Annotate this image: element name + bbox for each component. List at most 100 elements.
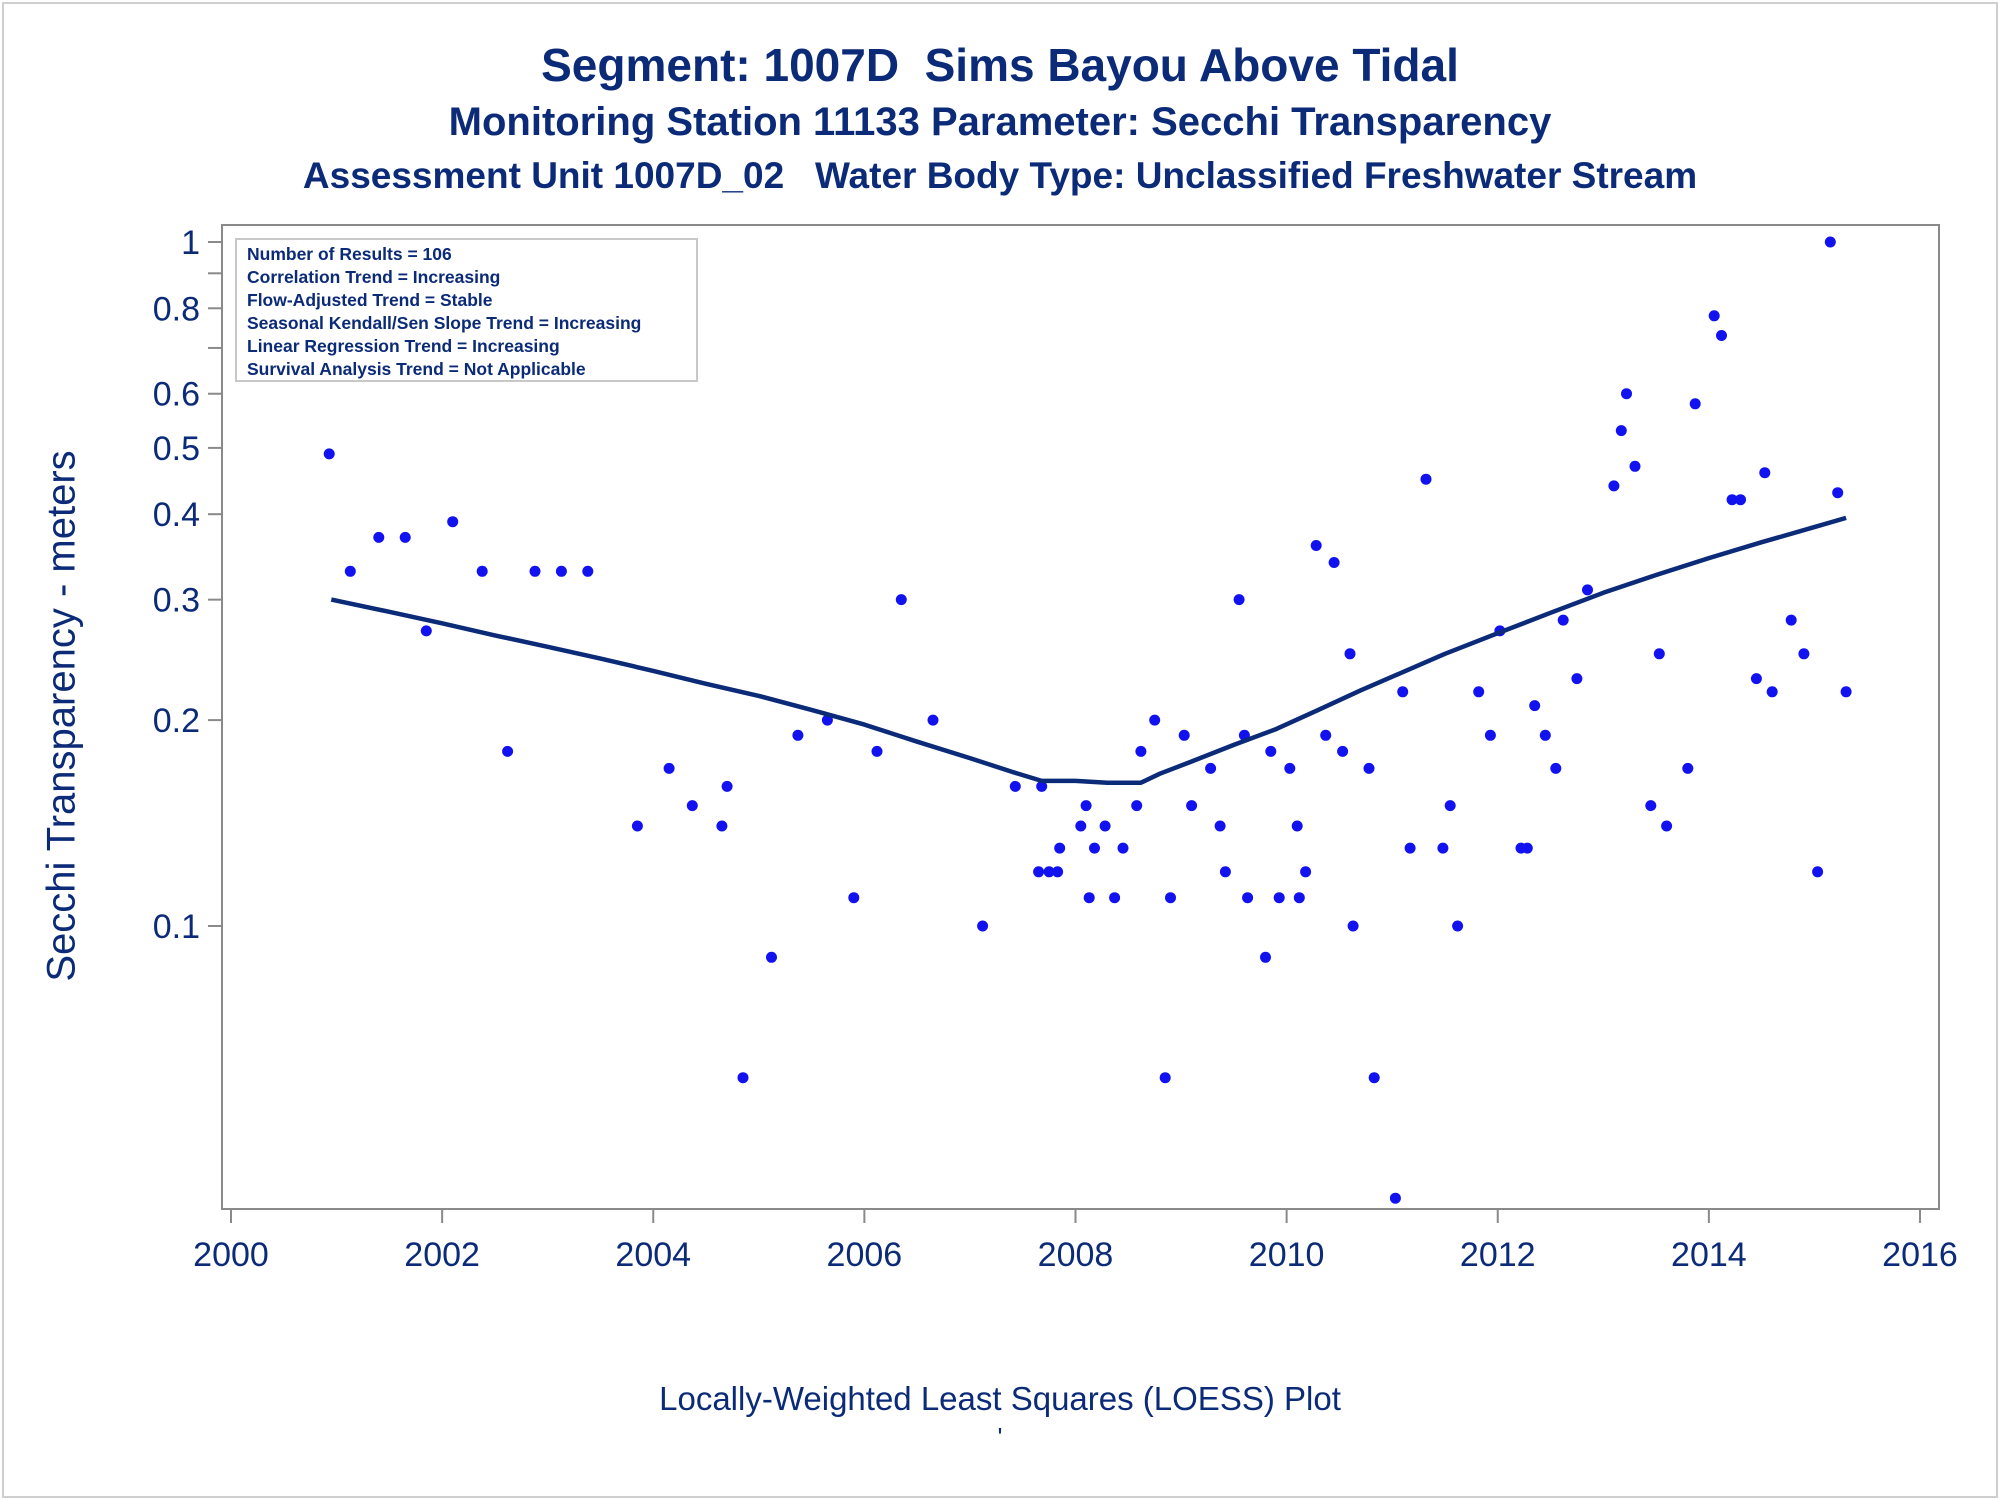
x-tick-label: 2014 [1671,1236,1747,1274]
chart-subtitle-station: Monitoring Station 11133 Parameter: Secc… [448,100,1552,144]
data-point [1036,780,1048,792]
data-point [766,951,777,963]
data-point [1368,1072,1380,1084]
data-point [323,448,335,460]
data-point [1052,866,1064,878]
y-tick-label: 0.6 [153,376,200,414]
loess-line [330,515,1847,785]
y-tick-label: 0.8 [153,290,200,328]
data-point [1812,866,1824,878]
data-point [502,745,514,757]
data-point [1708,310,1720,322]
data-point [721,780,733,792]
data-point [977,920,989,932]
data-point [476,565,488,577]
data-point [1437,842,1449,854]
data-point [1260,951,1271,963]
data-point [1273,892,1285,904]
stats-line: Flow-Adjusted Trend = Stable [247,290,493,310]
data-point [1310,540,1322,551]
data-point [1689,398,1701,410]
data-point [663,762,675,774]
x-tick-label: 2016 [1882,1236,1958,1274]
data-point [895,594,907,606]
x-tick-label: 2010 [1249,1236,1325,1274]
data-point [373,531,385,543]
data-point [1397,686,1409,698]
data-point [1645,800,1657,812]
data-point [1682,762,1694,774]
data-point [1661,820,1673,832]
loess-caption: Locally-Weighted Least Squares (LOESS) P… [659,1380,1341,1417]
data-point [1621,388,1632,400]
data-point [1233,594,1245,606]
data-point [1750,673,1762,685]
data-point [447,516,459,528]
data-point [1117,842,1129,854]
x-tick-label: 2004 [615,1236,691,1274]
data-point [1033,866,1045,878]
data-point [1291,820,1303,832]
data-point [1320,729,1332,741]
data-point [582,565,594,577]
chart-title: Segment: 1007D Sims Bayou Above Tidal [541,39,1459,91]
data-point [1452,920,1464,932]
data-point [848,892,860,904]
y-tick-label: 1 [181,224,200,262]
data-point [1653,648,1665,660]
stats-line: Correlation Trend = Increasing [247,267,500,287]
footer-mark: ' [997,1422,1003,1452]
data-point [1444,800,1456,812]
data-point [1293,892,1305,904]
x-tick-label: 2006 [827,1236,903,1274]
stats-line: Seasonal Kendall/Sen Slope Trend = Incre… [247,313,641,333]
x-tick-label: 2012 [1460,1236,1536,1274]
data-point [1798,648,1810,660]
data-point [792,729,804,741]
x-tick-label: 2002 [404,1236,480,1274]
data-point [1785,614,1797,626]
data-point [529,565,541,577]
data-point [927,714,939,726]
data-point [1735,494,1746,506]
y-tick-label: 0.4 [153,496,200,534]
data-point [1109,892,1121,904]
data-point [1629,460,1641,472]
data-point [344,565,356,577]
stats-line: Linear Regression Trend = Increasing [247,336,560,356]
chart-subtitle-assessment: Assessment Unit 1007D_02 Water Body Type… [302,155,1698,196]
plot-border [221,224,1940,1210]
data-point [1054,842,1066,854]
data-point [1363,762,1375,774]
data-point [1009,780,1021,792]
data-point [1099,820,1111,832]
data-point [1347,920,1359,932]
data-point [1300,866,1312,878]
y-axis: 0.1 0.2 0.3 0.4 0.5 0.6 0.8 1 [153,224,222,946]
y-tick-label: 0.2 [153,702,200,740]
stats-box-border [235,238,698,382]
data-point [399,531,411,543]
data-point [1840,686,1852,698]
data-point [1205,762,1217,774]
data-point [1484,729,1496,741]
data-point [1265,745,1277,757]
stats-line: Number of Results = 106 [247,244,452,264]
data-point [420,625,432,637]
data-point [1615,425,1627,437]
data-point [1131,800,1143,812]
data-point [1539,729,1551,741]
data-point [1608,480,1620,492]
data-point [1726,494,1738,506]
data-point [737,1072,749,1084]
x-tick-label: 2000 [193,1236,269,1274]
data-point [1328,557,1340,568]
y-tick-label: 0.3 [153,582,200,620]
data-point [1473,686,1485,698]
data-point [631,820,643,832]
stats-line: Survival Analysis Trend = Not Applicable [247,359,586,379]
data-point [1043,866,1055,878]
data-point [1284,762,1296,774]
data-point [871,745,883,757]
